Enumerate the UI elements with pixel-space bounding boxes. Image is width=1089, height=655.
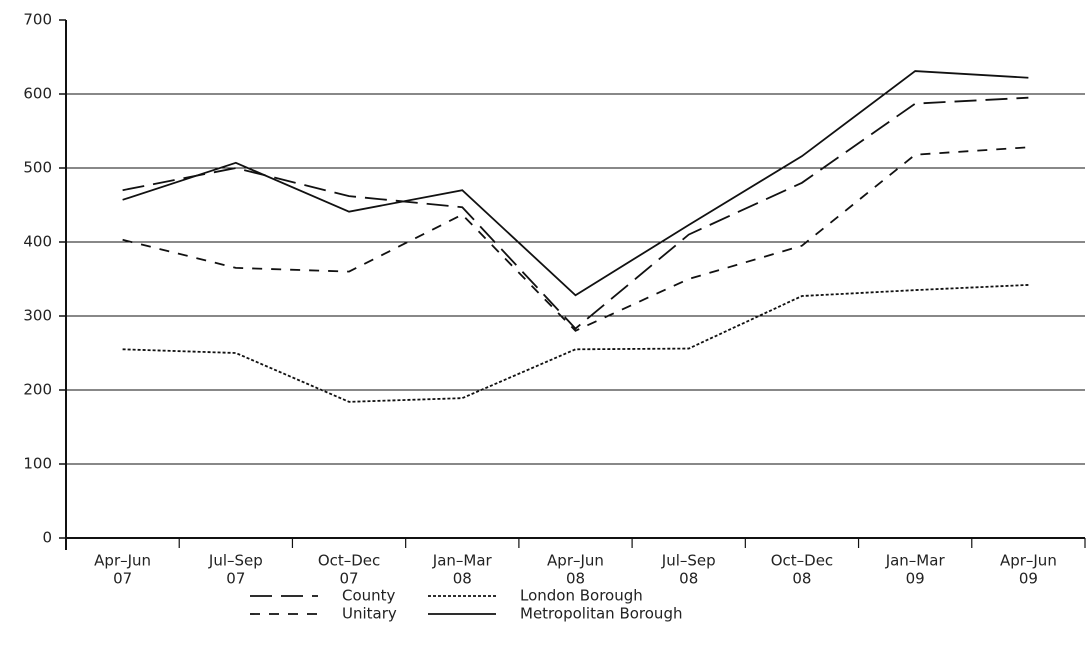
x-tick-label: 07 [226, 570, 245, 588]
y-tick-label: 200 [23, 381, 52, 399]
y-tick-label: 600 [23, 85, 52, 103]
x-tick-label: 09 [1019, 570, 1038, 588]
series-line [122, 146, 1029, 332]
legend-label: County [342, 587, 396, 605]
series-line [122, 70, 1029, 297]
x-tick-label: 09 [906, 570, 925, 588]
x-tick-label: 07 [340, 570, 359, 588]
x-tick-label: Oct–Dec [771, 552, 833, 570]
x-tick-label: 08 [792, 570, 811, 588]
x-tick-label: 08 [453, 570, 472, 588]
y-tick-label: 0 [42, 529, 52, 547]
y-tick-label: 500 [23, 159, 52, 177]
x-tick-label: Jan–Mar [885, 552, 946, 570]
x-tick-label: 08 [566, 570, 585, 588]
x-tick-label: 08 [679, 570, 698, 588]
legend-label: London Borough [520, 587, 643, 605]
y-tick-label: 400 [23, 233, 52, 251]
x-tick-label: Oct–Dec [318, 552, 380, 570]
legend-label: Metropolitan Borough [520, 605, 682, 623]
y-tick-label: 300 [23, 307, 52, 325]
series-line [122, 284, 1029, 403]
x-tick-label: Jan–Mar [432, 552, 493, 570]
x-tick-label: Apr–Jun [547, 552, 604, 570]
x-tick-label: 07 [113, 570, 132, 588]
x-tick-label: Apr–Jun [94, 552, 151, 570]
legend-label: Unitary [342, 605, 397, 623]
x-tick-label: Jul–Sep [661, 552, 716, 570]
y-tick-label: 100 [23, 455, 52, 473]
x-tick-label: Apr–Jun [1000, 552, 1057, 570]
y-tick-label: 700 [23, 11, 52, 29]
series-line [122, 96, 1029, 330]
x-tick-label: Jul–Sep [208, 552, 263, 570]
